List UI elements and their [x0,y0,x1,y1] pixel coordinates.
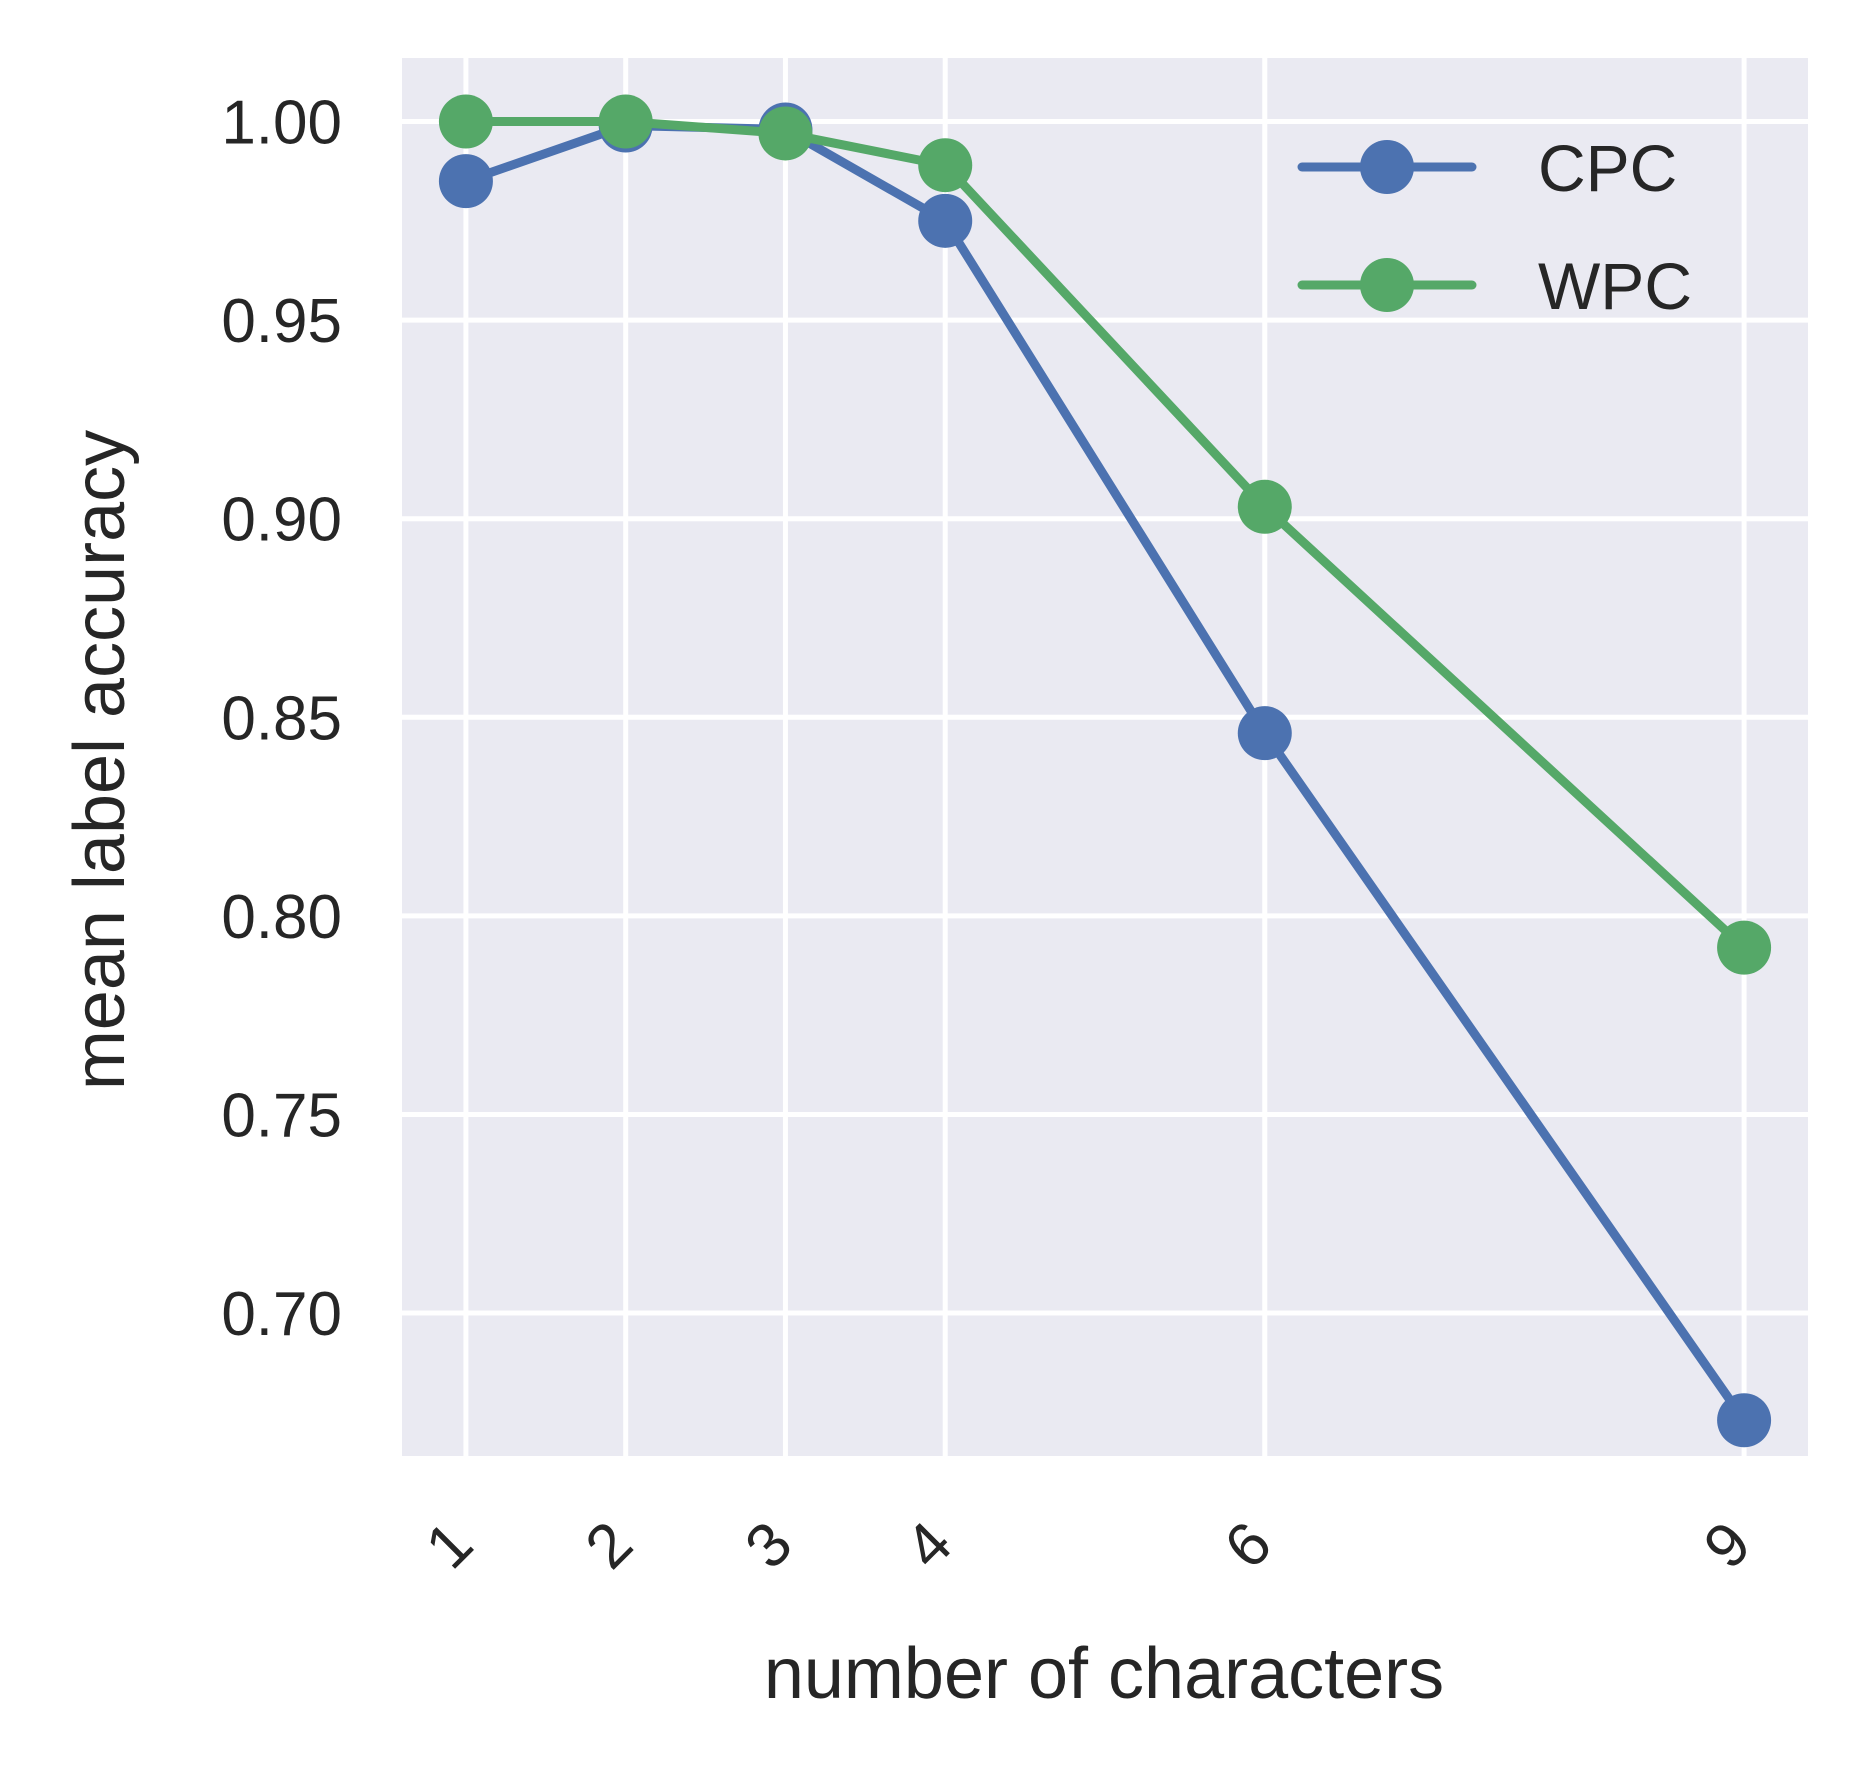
x-tick-label: 1 [413,1509,486,1582]
data-point [1237,706,1292,761]
data-point [918,138,973,193]
data-point [438,94,493,149]
y-tick-label: 0.75 [221,1081,342,1150]
legend-item-cpc: CPC [1297,131,1677,205]
series-line [461,121,1749,1425]
data-point [1717,920,1772,975]
legend-label: CPC [1538,131,1677,205]
legend-label: WPC [1538,249,1692,323]
plot-background [402,58,1808,1456]
legend-item-wpc: WPC [1297,249,1692,323]
x-axis-label: number of characters [764,1634,1444,1714]
data-point [598,94,653,149]
legend: CPC WPC [1297,131,1692,323]
x-tick-label: 6 [1212,1509,1285,1582]
y-tick-label: 0.95 [221,287,342,356]
y-axis-label: mean label accuracy [60,430,140,1090]
legend-marker [1360,258,1414,312]
data-point [1717,1393,1772,1448]
y-tick-label: 0.85 [221,684,342,753]
x-tick-label: 3 [732,1509,805,1582]
y-tick-label: 0.70 [221,1280,342,1349]
y-tick-label: 1.00 [221,89,342,158]
x-tick-label: 4 [892,1509,965,1582]
data-point [1237,479,1292,534]
series-wpc [438,94,1772,975]
legend-marker [1360,140,1414,194]
x-tick-labels: 1 2 3 4 6 9 [413,1509,1764,1582]
y-tick-label: 0.90 [221,486,342,555]
series-lines [438,94,1772,1448]
grid [402,58,1808,1456]
data-point [438,154,493,209]
x-tick-label: 9 [1691,1509,1764,1582]
data-point [758,106,813,161]
y-tick-labels: 0.70 0.75 0.80 0.85 0.90 0.95 1.00 [221,89,342,1349]
x-tick-label: 2 [573,1509,646,1582]
data-point [918,193,973,248]
y-tick-label: 0.80 [221,883,342,952]
